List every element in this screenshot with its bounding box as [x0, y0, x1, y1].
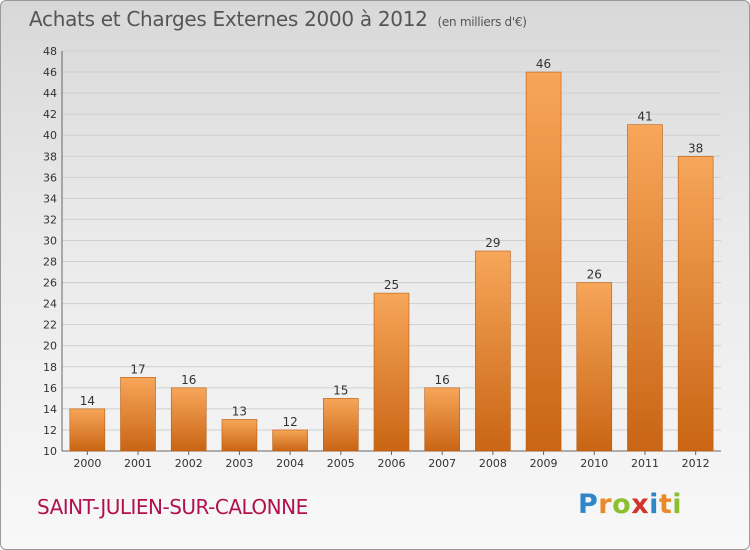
bar — [373, 292, 410, 452]
x-tick-label: 2002 — [175, 457, 203, 470]
y-tick-label: 34 — [43, 192, 57, 205]
bar-value-label: 14 — [80, 394, 95, 408]
bar-value-label: 15 — [333, 383, 348, 397]
y-tick-label: 22 — [43, 319, 57, 332]
logo-letter: t — [658, 489, 673, 520]
bar-value-label: 17 — [130, 362, 145, 376]
x-tick-label: 2006 — [378, 457, 406, 470]
bar — [424, 387, 460, 452]
logo-letter: P — [578, 489, 599, 520]
y-tick-label: 48 — [43, 45, 57, 58]
bar-value-label: 25 — [384, 278, 399, 292]
y-tick-label: 14 — [43, 403, 57, 416]
x-tick-label: 2009 — [530, 457, 558, 470]
chart-title-text: Achats et Charges Externes 2000 à 2012 — [29, 7, 428, 31]
bar-value-label: 13 — [232, 404, 247, 418]
y-tick-label: 40 — [43, 129, 57, 142]
town-name: SAINT-JULIEN-SUR-CALONNE — [37, 495, 308, 519]
y-tick-label: 38 — [43, 150, 57, 163]
bar — [221, 419, 258, 452]
bar-value-label: 38 — [688, 141, 703, 155]
y-tick-label: 20 — [43, 340, 57, 353]
y-tick-label: 42 — [43, 108, 57, 121]
y-tick-label: 46 — [43, 66, 57, 79]
bar-value-label: 16 — [435, 373, 450, 387]
y-tick-label: 32 — [43, 213, 57, 226]
x-tick-label: 2000 — [73, 457, 101, 470]
x-tick-label: 2010 — [580, 457, 608, 470]
proxiti-logo[interactable]: Proxiti — [578, 489, 682, 520]
bar-value-label: 29 — [485, 236, 500, 250]
bar — [272, 429, 308, 452]
bar-value-label: 16 — [181, 373, 196, 387]
bar — [525, 71, 562, 452]
x-tick-label: 2011 — [631, 457, 659, 470]
logo-letter: x — [631, 489, 650, 520]
bar — [576, 282, 613, 452]
y-tick-label: 10 — [43, 445, 57, 458]
bar — [677, 155, 714, 452]
chart-subtitle: (en milliers d'€) — [437, 15, 527, 29]
logo-letter: o — [612, 489, 632, 520]
y-tick-label: 18 — [43, 361, 57, 374]
logo-letter: i — [649, 489, 659, 520]
y-tick-label: 30 — [43, 234, 57, 247]
y-tick-label: 44 — [43, 87, 57, 100]
chart-title: Achats et Charges Externes 2000 à 2012 (e… — [29, 7, 527, 31]
logo-letter: i — [672, 489, 683, 520]
bar — [323, 398, 359, 452]
logo-letter: r — [598, 489, 613, 520]
y-tick-label: 36 — [43, 171, 57, 184]
bar — [120, 377, 156, 452]
y-tick-label: 16 — [43, 382, 57, 395]
bar — [170, 387, 207, 452]
bar — [475, 250, 511, 452]
bar — [69, 408, 106, 452]
x-tick-label: 2003 — [225, 457, 253, 470]
y-tick-label: 26 — [43, 277, 57, 290]
y-tick-label: 12 — [43, 424, 57, 437]
bar — [627, 124, 663, 452]
bar-value-label: 12 — [282, 415, 297, 429]
x-tick-label: 2008 — [479, 457, 507, 470]
bar-value-label: 46 — [536, 57, 551, 71]
x-tick-label: 2007 — [428, 457, 456, 470]
x-tick-label: 2012 — [682, 457, 710, 470]
x-tick-label: 2001 — [124, 457, 152, 470]
y-tick-label: 28 — [43, 256, 57, 269]
bar-value-label: 26 — [587, 268, 602, 282]
bar-value-label: 41 — [637, 110, 652, 124]
x-tick-label: 2004 — [276, 457, 304, 470]
y-tick-label: 24 — [43, 298, 57, 311]
x-tick-label: 2005 — [327, 457, 355, 470]
